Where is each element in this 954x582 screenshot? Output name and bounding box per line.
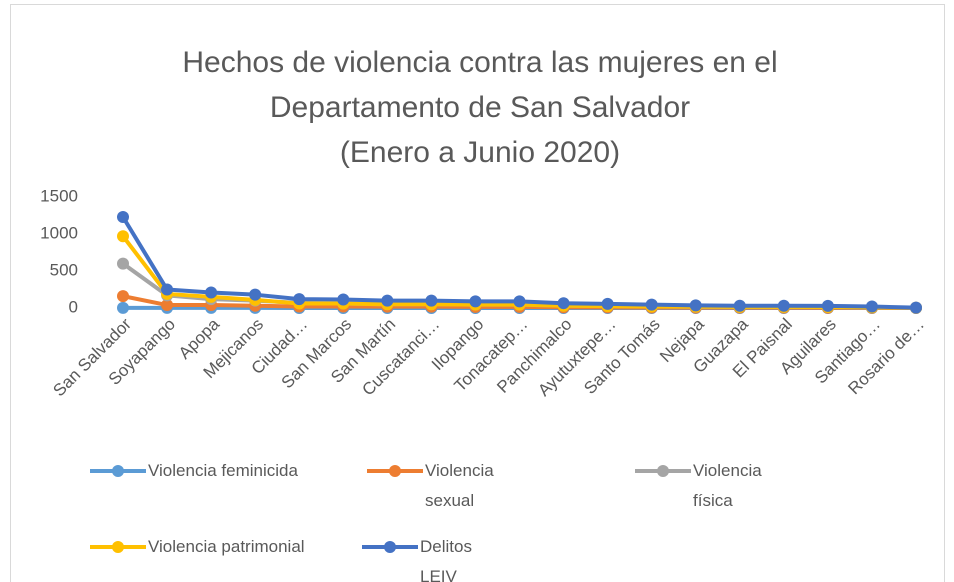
data-point — [337, 293, 350, 306]
data-point — [117, 301, 129, 314]
legend-item: Violencia patrimonial — [88, 532, 358, 562]
legend-icon — [90, 541, 146, 553]
legend-marker — [112, 541, 124, 553]
data-point — [293, 293, 306, 306]
data-point — [117, 257, 129, 270]
data-point — [821, 299, 834, 312]
data-point — [161, 283, 174, 296]
data-point — [249, 288, 262, 301]
legend-icon — [367, 465, 423, 477]
data-point — [205, 286, 218, 299]
legend-item: Violencia sexual — [365, 456, 515, 516]
legend-marker — [384, 541, 396, 553]
legend-marker — [389, 465, 401, 477]
data-point — [733, 299, 746, 312]
legend-icon — [362, 541, 418, 553]
legend-marker — [112, 465, 124, 477]
legend-icon — [635, 465, 691, 477]
data-point — [689, 299, 702, 312]
data-point — [910, 301, 922, 314]
data-point — [601, 297, 614, 310]
legend-item: Violencia física — [633, 456, 783, 516]
chart-title-line: Departamento de San Salvador — [270, 91, 690, 124]
legend-label: Violencia sexual — [425, 461, 494, 510]
data-point — [117, 290, 129, 303]
data-point — [865, 300, 878, 313]
legend-marker — [657, 465, 669, 477]
data-point — [161, 299, 174, 312]
data-point — [425, 294, 438, 307]
data-point — [117, 230, 129, 243]
legend-label: Violencia feminicida — [148, 461, 298, 480]
data-point — [117, 210, 129, 223]
chart-title-line: (Enero a Junio 2020) — [340, 136, 620, 169]
legend-label: Violencia patrimonial — [148, 537, 305, 556]
legend-item: Delitos LEIV — [360, 532, 510, 582]
legend-label: Violencia física — [693, 461, 762, 510]
y-tick-label: 1500 — [40, 186, 78, 205]
legend-item: Violencia feminicida — [88, 456, 358, 486]
data-point — [645, 298, 658, 311]
y-tick-label: 0 — [69, 297, 78, 316]
chart-title-line: Hechos de violencia contra las mujeres e… — [182, 46, 777, 79]
data-point — [557, 297, 570, 310]
legend-label: Delitos LEIV — [420, 537, 472, 582]
data-point — [513, 295, 526, 308]
legend-icon — [90, 465, 146, 477]
y-tick-label: 500 — [50, 260, 78, 279]
data-point — [777, 299, 790, 312]
data-point — [381, 294, 394, 307]
data-point — [469, 295, 482, 308]
y-tick-label: 1000 — [40, 223, 78, 242]
